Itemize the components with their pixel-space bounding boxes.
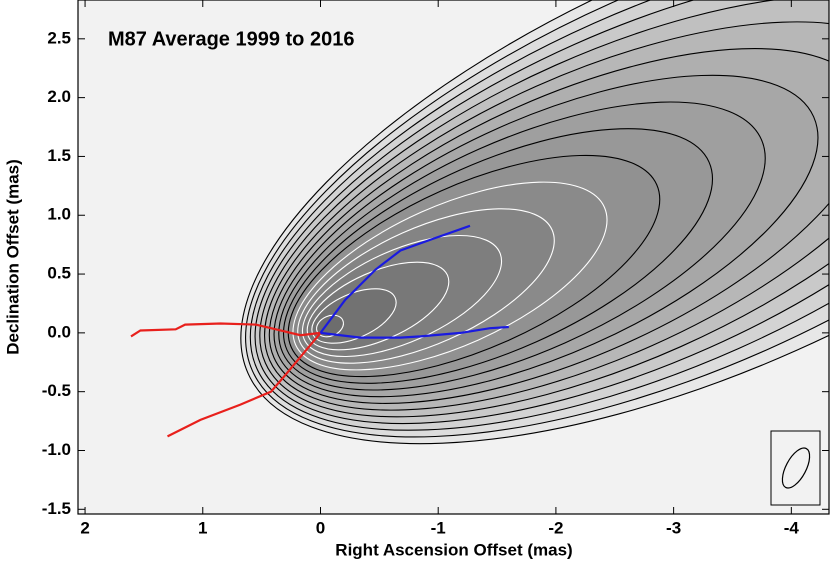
x-tick-label: -4 [784, 518, 800, 537]
contour [287, 154, 661, 378]
contour [240, 0, 829, 445]
contour [273, 74, 819, 398]
plot-frame [77, 0, 830, 515]
y-tick-label: 1.0 [47, 205, 71, 224]
contour [297, 208, 555, 364]
contour [259, 0, 829, 418]
contour [249, 0, 829, 431]
x-tick-label: -1 [431, 518, 446, 537]
contour [268, 48, 829, 404]
contour [301, 234, 503, 358]
ridge-line [130, 322, 321, 338]
contour [254, 0, 829, 425]
x-tick-label: -3 [666, 518, 681, 537]
y-tick-label: 2.0 [47, 87, 71, 106]
beam [781, 447, 811, 489]
ridge-line [320, 325, 509, 339]
y-axis-label: Declination Offset (mas) [3, 159, 22, 355]
contour [278, 101, 766, 391]
chart-title: M87 Average 1999 to 2016 [108, 28, 354, 50]
ridge-line [167, 332, 322, 438]
x-tick-label: 0 [316, 518, 325, 537]
y-tick-label: -0.5 [42, 381, 71, 400]
x-tick-label: -2 [548, 518, 563, 537]
x-axis-label: Right Ascension Offset (mas) [335, 540, 572, 559]
ridge-lines [130, 224, 509, 438]
y-tick-label: -1.5 [42, 499, 71, 518]
y-tick-label: 0.5 [47, 264, 71, 283]
beam-box [770, 430, 821, 506]
ridge-line [319, 224, 471, 334]
y-tick-label: 0.0 [47, 322, 71, 341]
contour [245, 0, 829, 438]
x-tick-label: 1 [198, 518, 207, 537]
contour [292, 181, 608, 371]
x-tick-label: 2 [80, 518, 89, 537]
y-tick-label: 1.5 [47, 146, 71, 165]
y-tick-label: 2.5 [47, 28, 71, 47]
contours [240, 0, 829, 445]
contour [282, 128, 714, 384]
y-tick-label: -1.0 [42, 440, 71, 459]
